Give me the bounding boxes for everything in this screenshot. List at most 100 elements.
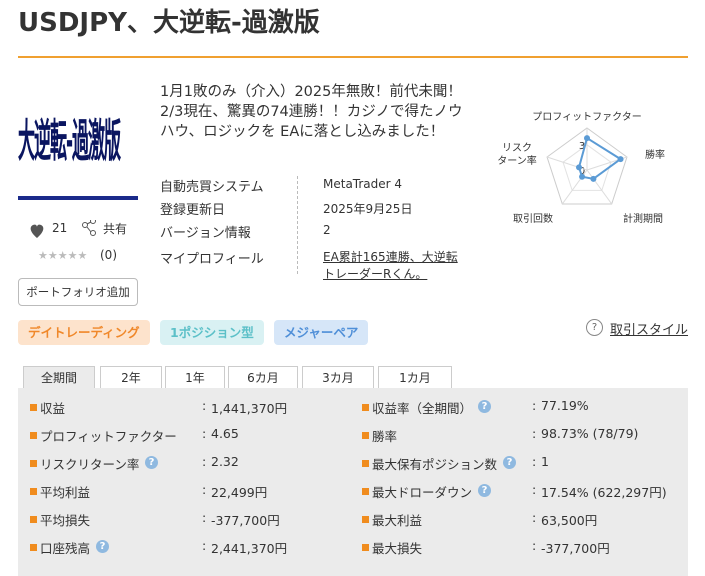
stat-value: 2.32 — [211, 454, 239, 469]
stat-separator: : — [532, 454, 537, 469]
bullet — [30, 544, 37, 551]
stat-label: 最大損失 — [372, 541, 423, 556]
bullet — [30, 516, 37, 523]
stat-separator: : — [532, 426, 537, 441]
radar-point — [617, 156, 624, 163]
tag[interactable]: メジャーペア — [274, 320, 369, 345]
radar-axis-label: 勝率 — [645, 148, 665, 161]
stat-label: 平均利益 — [40, 485, 91, 500]
tab[interactable]: 1年 — [165, 366, 225, 388]
stat-value: 22,499円 — [211, 485, 268, 500]
bullet — [362, 404, 369, 411]
share-icon — [90, 230, 96, 236]
stat-separator: : — [202, 538, 207, 553]
stat-label: 最大利益 — [372, 513, 423, 528]
bullet — [30, 404, 37, 411]
info-label: 登録更新日 — [160, 203, 226, 218]
stat-label: 口座残高 — [40, 541, 91, 556]
info-label: バージョン情報 — [160, 226, 251, 241]
heart-icon[interactable] — [30, 224, 44, 238]
info-value: 2025年9月25日 — [323, 202, 413, 216]
share-icon — [86, 221, 92, 225]
stat-separator: : — [532, 538, 537, 553]
radar-spoke — [586, 169, 613, 205]
tab[interactable]: 3カ月 — [302, 366, 374, 388]
stat-label: 最大保有ポジション数 — [372, 457, 498, 472]
tab[interactable]: 1カ月 — [378, 366, 452, 388]
radar-frame — [546, 127, 628, 205]
stat-value: 2,441,370円 — [211, 541, 288, 556]
radar-axis-label: リスク — [502, 142, 532, 154]
tab[interactable]: 全期間 — [23, 366, 95, 388]
stat-separator: : — [532, 510, 537, 525]
bullet — [362, 460, 369, 467]
like-count: 21 — [52, 221, 68, 235]
stat-separator: : — [202, 454, 207, 469]
help-icon[interactable]: ? — [478, 484, 491, 497]
help-icon[interactable]: ? — [96, 540, 109, 553]
stat-value: -377,700円 — [211, 513, 280, 528]
share-icon — [90, 220, 96, 224]
stat-separator: : — [202, 482, 207, 497]
radar-point — [590, 175, 597, 182]
portfolio-button[interactable]: ポートフォリオ追加 — [18, 278, 138, 306]
stat-value: 77.19% — [541, 398, 589, 413]
page-title: USDJPY、大逆転-過激版 — [18, 8, 320, 38]
stat-separator: : — [202, 398, 207, 413]
help-icon[interactable]: ? — [145, 456, 158, 469]
tag[interactable]: デイトレーディング — [18, 320, 150, 345]
share-icon[interactable] — [82, 222, 88, 228]
bullet — [30, 432, 37, 439]
radar-axis-label: 計測期間 — [623, 212, 663, 225]
help-icon[interactable]: ? — [503, 456, 516, 469]
bullet — [30, 460, 37, 467]
share-label[interactable]: 共有 — [103, 222, 128, 236]
stat-label: プロフィットファクター — [40, 429, 177, 444]
stat-separator: : — [532, 398, 537, 413]
separator-line — [297, 176, 298, 274]
help-icon[interactable]: ? — [586, 319, 603, 336]
stat-value: -377,700円 — [541, 541, 610, 556]
trade-style-link[interactable]: 取引スタイル — [610, 323, 689, 338]
stat-label: 平均損失 — [40, 513, 91, 528]
bullet — [362, 544, 369, 551]
info-value: MetaTrader 4 — [323, 177, 403, 191]
stats-panel — [18, 388, 688, 576]
help-icon[interactable]: ? — [478, 400, 491, 413]
stat-label: 最大ドローダウン — [372, 485, 473, 500]
stat-separator: : — [202, 510, 207, 525]
stat-label: 勝率 — [372, 429, 398, 444]
radar-axis-label: ターン率 — [497, 154, 537, 167]
product-image: 大逆転-過激版 — [18, 82, 138, 200]
bullet — [30, 488, 37, 495]
stat-value: 17.54% (622,297円) — [541, 485, 667, 500]
radar-area — [577, 136, 623, 180]
stat-value: 1,441,370円 — [211, 401, 288, 416]
stat-separator: : — [202, 426, 207, 441]
radar-point — [579, 173, 586, 180]
image-text: 大逆転-過激版 — [18, 117, 121, 169]
info-label: 自動売買システム — [160, 180, 264, 195]
radar-grid — [562, 144, 612, 191]
radar-point — [584, 135, 590, 142]
radar-tick-label: 0 — [579, 166, 585, 177]
stat-separator: : — [532, 482, 537, 497]
rating-count: (0) — [100, 248, 117, 262]
radar-tick-label: 3 — [579, 141, 585, 152]
radar-point — [576, 164, 583, 171]
stat-value: 63,500円 — [541, 513, 598, 528]
bullet — [362, 488, 369, 495]
profile-link[interactable]: EA累計165連勝、大逆転トレーダーRくん。 — [323, 250, 458, 281]
info-value: 2 — [323, 223, 331, 237]
tab[interactable]: 2年 — [100, 366, 162, 388]
stat-label: 収益 — [40, 401, 66, 416]
description: 1月1敗のみ（介入）2025年無敗！前代未聞！2/3現在、驚異の74連勝！！カジ… — [160, 84, 463, 140]
tag[interactable]: 1ポジション型 — [160, 320, 264, 345]
stat-label: リスクリターン率 — [40, 457, 140, 472]
divider — [18, 56, 688, 58]
radar-axis-label: プロフィットファクター — [532, 111, 641, 123]
tab[interactable]: 6カ月 — [228, 366, 298, 388]
social-icons — [30, 220, 96, 238]
